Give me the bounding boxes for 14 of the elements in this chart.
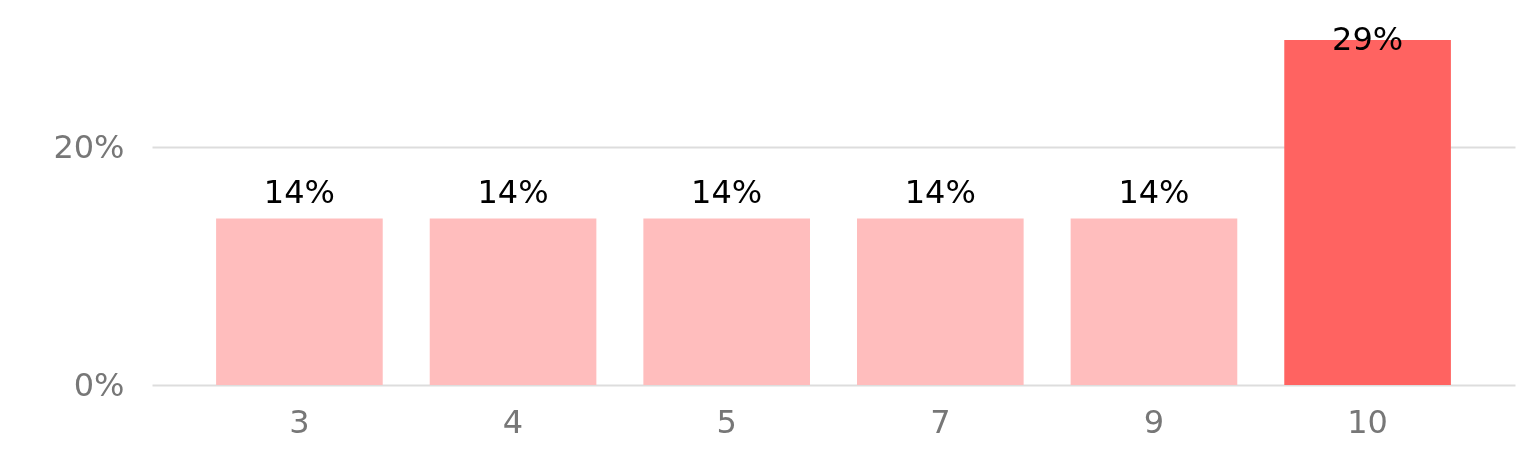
data-label: 14% (904, 173, 976, 212)
data-label: 14% (1118, 173, 1190, 212)
x-tick-label: 3 (289, 402, 310, 441)
data-label: 14% (263, 173, 335, 212)
y-tick-label: 0% (73, 365, 125, 404)
data-label: 14% (477, 173, 549, 212)
x-tick-label: 9 (1143, 402, 1165, 441)
data-label: 29% (1332, 20, 1404, 58)
x-tick-label: 10 (1347, 402, 1388, 441)
x-tick-label: 5 (716, 402, 737, 441)
x-tick-label: 4 (502, 402, 524, 441)
data-label: 14% (691, 173, 763, 212)
y-tick-label: 20% (53, 127, 125, 166)
x-tick-label: 7 (930, 402, 951, 441)
